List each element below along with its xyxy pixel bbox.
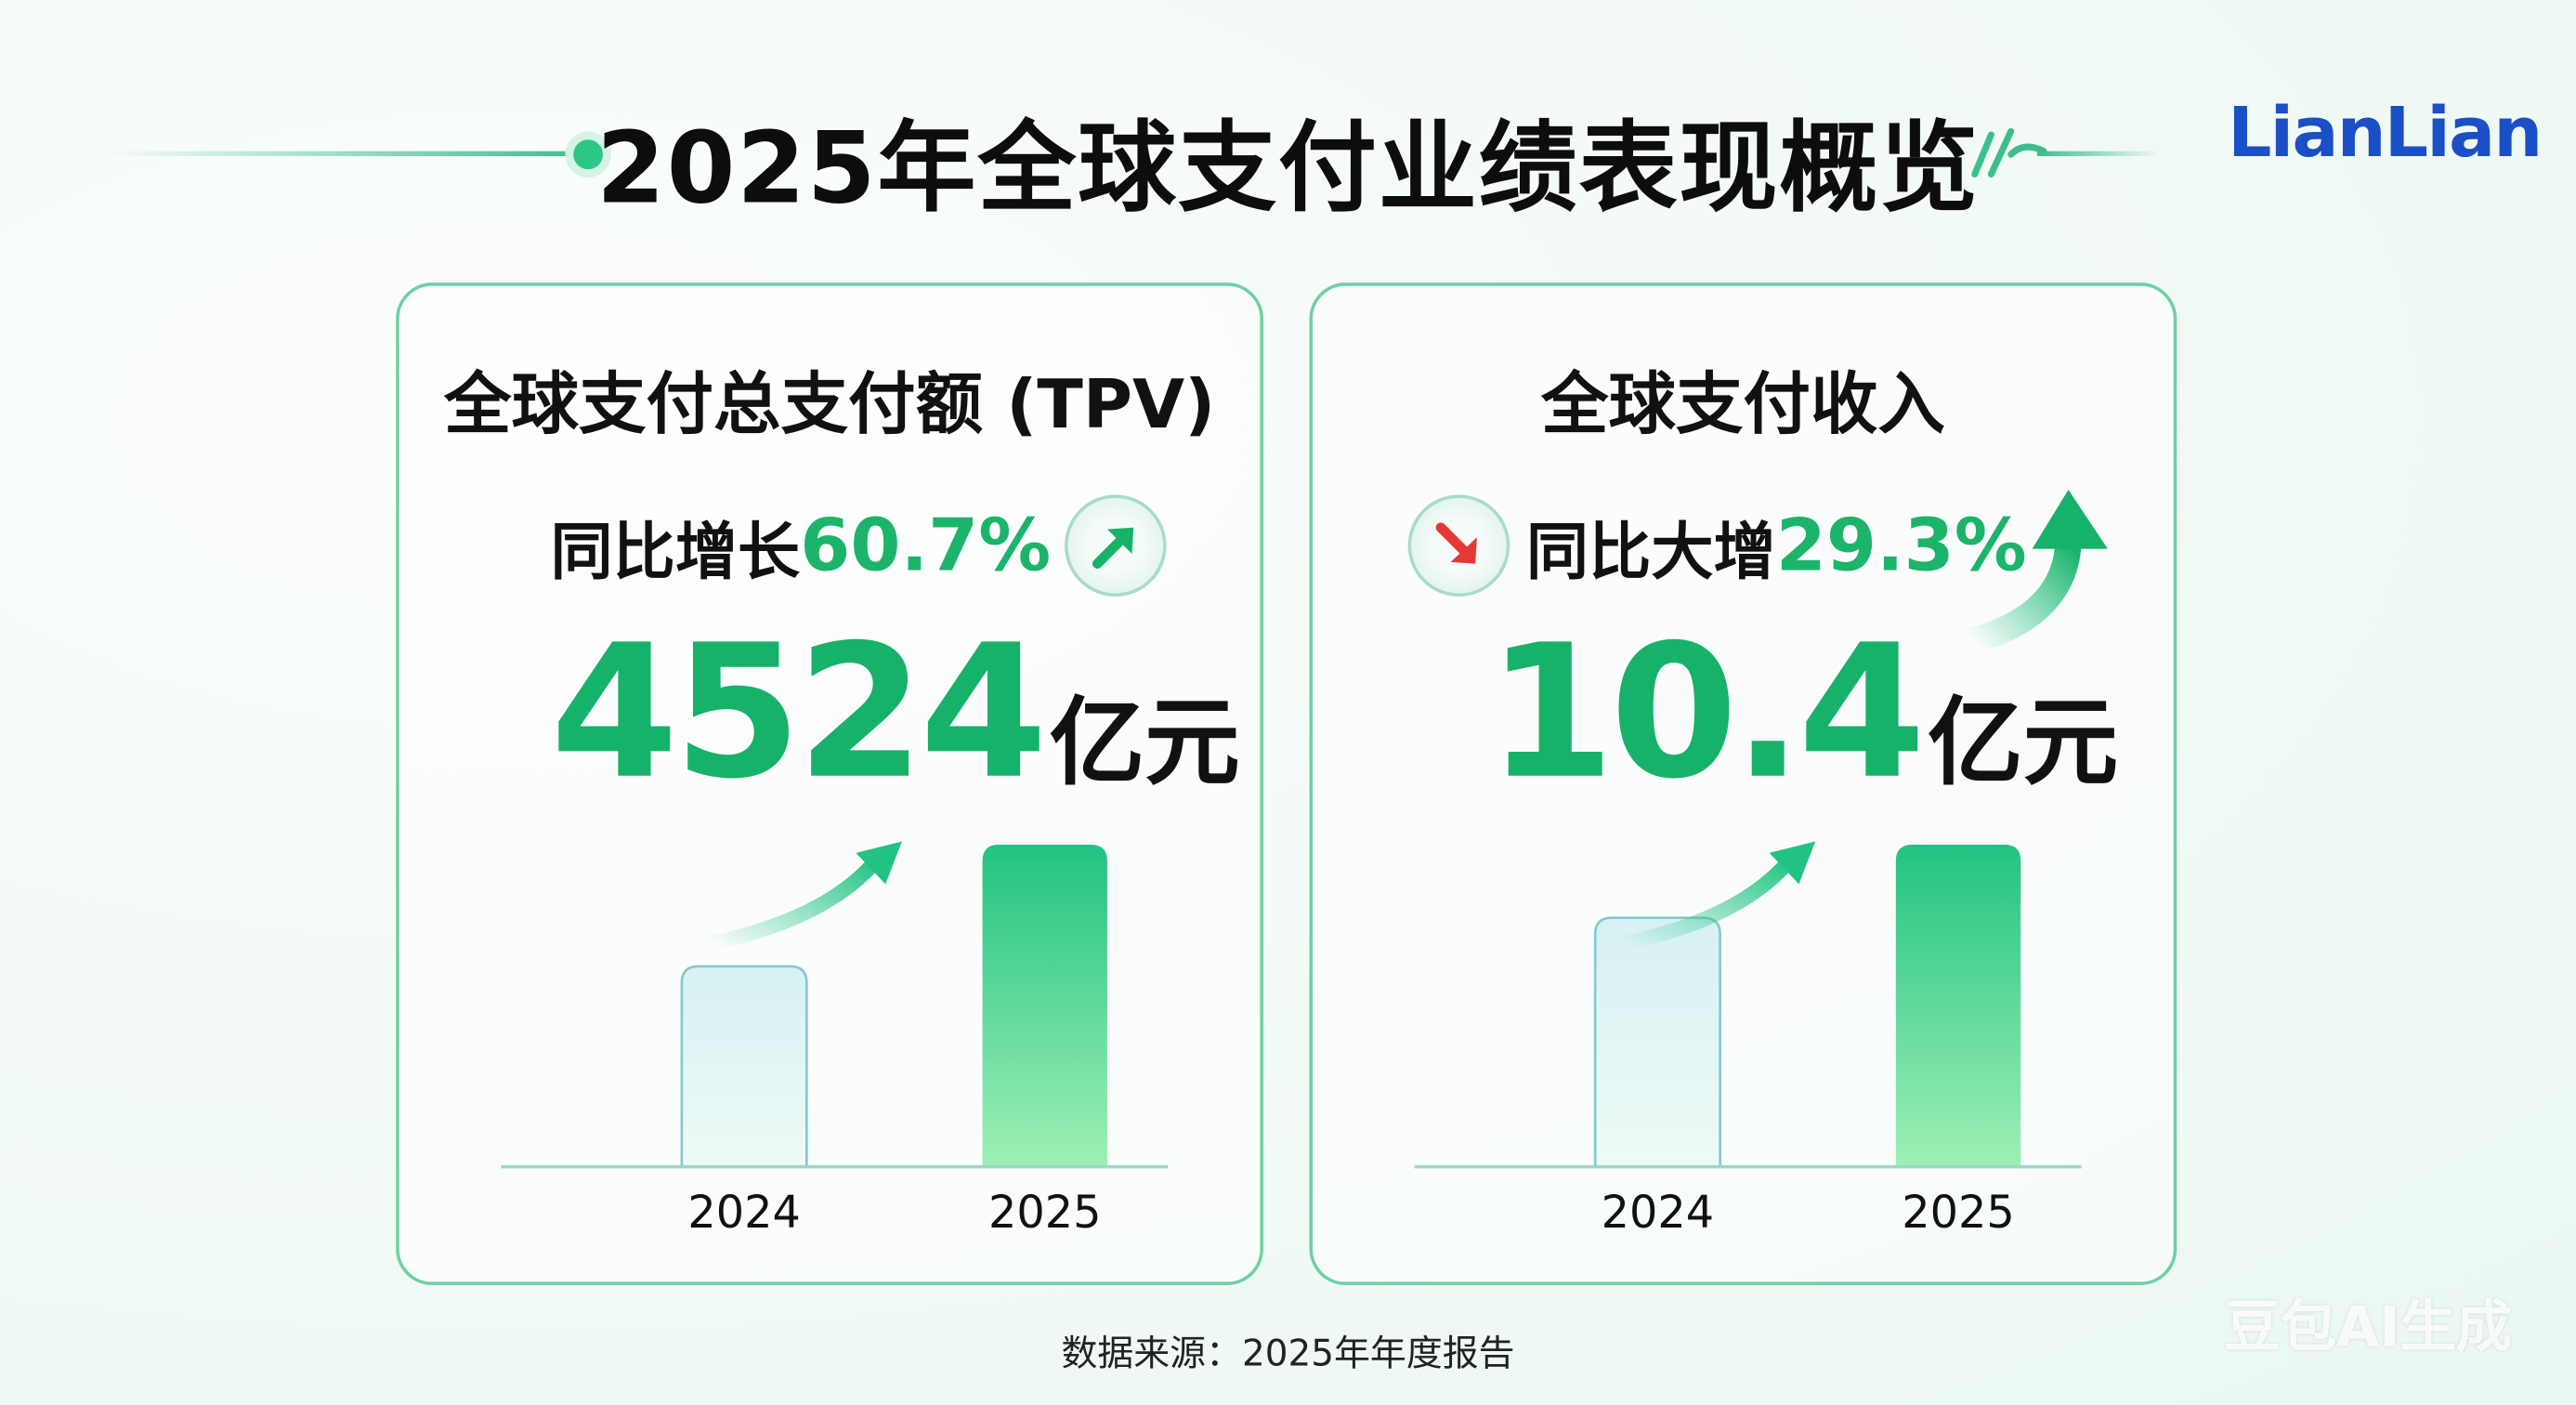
growth-arrow-head: [856, 841, 902, 885]
card-title: 全球支付总支付额 (TPV): [443, 364, 1216, 444]
revenue-card: 全球支付收入 同比大增 29.3% 10.4 亿元 2024 2025: [1309, 282, 2177, 1285]
growth-label: 同比大增: [1525, 515, 1776, 588]
growth-row: 同比增长 60.7%: [550, 494, 1167, 597]
growth-arrow: [1623, 856, 1795, 951]
bar-2024: [1593, 916, 1721, 1167]
x-tick-label: 2025: [988, 1188, 1101, 1239]
x-tick-label: 2025: [1902, 1188, 2014, 1239]
bar-2024: [680, 965, 808, 1167]
metric-value: 4524 亿元: [550, 607, 1239, 821]
growth-row: 同比大增 29.3%: [1407, 494, 2027, 597]
x-tick-label: 2024: [687, 1188, 800, 1239]
growth-value: 29.3%: [1775, 504, 2027, 588]
growth-arrow: [710, 856, 882, 951]
title-decor-line-right: [2036, 151, 2161, 157]
arrow-up-right-icon: [1064, 494, 1167, 597]
x-tick-label: 2024: [1602, 1188, 1714, 1239]
bar-chart: 2024 2025: [1414, 829, 2082, 1239]
growth-arrow-head: [1769, 841, 1816, 885]
squiggle-icon: [1971, 127, 2047, 177]
title-decor-line-left: [106, 151, 583, 157]
metric-number: 10.4: [1486, 606, 1926, 821]
metric-value: 10.4 亿元: [1486, 607, 2118, 821]
bar-2025: [982, 845, 1107, 1167]
bar-chart: 2024 2025: [501, 829, 1169, 1239]
metric-number: 4524: [550, 606, 1047, 821]
arrow-down-right-icon: [1407, 494, 1510, 597]
data-source: 数据来源：2025年年度报告: [1061, 1334, 1515, 1376]
metric-unit: 亿元: [1928, 687, 2119, 799]
card-title: 全球支付收入: [1540, 364, 1945, 444]
bar-2025: [1895, 845, 2021, 1167]
title-decor-dot: [573, 139, 604, 170]
tpv-card: 全球支付总支付额 (TPV) 同比增长 60.7% 4524 亿元 2024 20…: [396, 282, 1263, 1285]
big-arrow-up-icon: [1968, 490, 2108, 648]
page-title: 2025年全球支付业绩表现概览: [595, 112, 1981, 228]
growth-value: 60.7%: [800, 504, 1052, 588]
metric-unit: 亿元: [1049, 687, 1240, 799]
watermark: 豆包AI生成: [2224, 1294, 2512, 1361]
logo: LianLian: [2228, 92, 2543, 173]
growth-label: 同比增长: [550, 515, 801, 588]
